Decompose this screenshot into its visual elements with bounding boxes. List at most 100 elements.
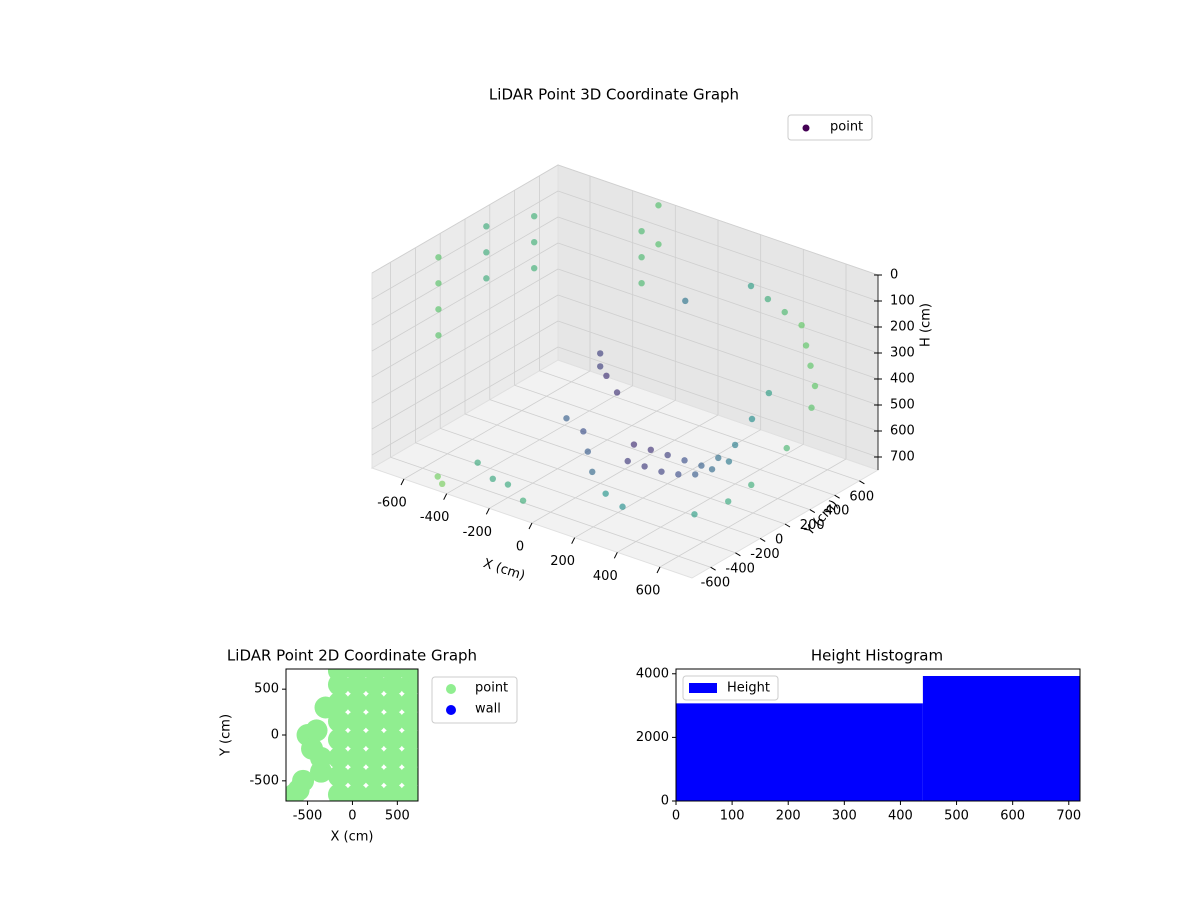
grid-line [371,268,559,378]
point [345,728,368,751]
legend-box [682,675,779,701]
point [399,746,418,769]
x-tick-label: -600 [377,496,407,511]
point [682,297,689,305]
point [602,490,609,497]
legend-label: wall [475,702,501,717]
y-tick-label: 200 [800,518,825,533]
legend-label: point [475,681,508,696]
point [381,765,404,788]
point [619,503,626,510]
point [381,746,404,769]
point [363,669,386,682]
point [624,457,631,465]
point [483,223,490,230]
x-tick [400,478,405,486]
z-tick-label: 200 [890,320,915,335]
x-tick-label: 500 [944,809,969,824]
x-tick-label: 100 [720,809,745,824]
x-tick [656,566,661,574]
point [781,308,788,316]
legend-marker [446,684,456,694]
z-tick-label: 300 [890,346,915,361]
x-tick [571,537,576,544]
grid-line [371,164,559,274]
point [327,728,350,751]
point [630,441,638,448]
x-tick-label: -200 [463,525,493,540]
grid-line [371,242,559,352]
point [399,765,418,788]
point [399,669,418,682]
point [327,765,350,788]
point [765,389,773,397]
point [638,228,645,235]
point [381,669,404,682]
point [748,481,755,489]
y-tick [710,566,716,571]
x-tick [443,493,448,500]
z-tick-label: 0 [890,268,898,283]
point [399,728,418,751]
point [327,710,350,733]
point [504,481,512,488]
chart-title: LiDAR Point 2D Coordinate Graph [227,647,477,665]
point [811,382,819,390]
point [483,249,490,256]
grid-line [557,190,879,302]
point [345,746,368,769]
grid-line [557,164,879,276]
point [327,783,350,801]
grid-line [415,442,736,554]
y-tick [735,552,741,557]
grid-line [371,320,559,430]
point [381,691,404,714]
point [483,275,490,282]
y-tick [809,509,816,514]
point [597,363,604,370]
point [435,254,442,261]
point [681,457,688,464]
point [798,322,805,329]
point [435,280,442,287]
point [363,710,386,733]
point [345,765,368,788]
grid-line [371,216,559,326]
point [589,468,596,476]
legend-label: Height [727,681,770,696]
legend-marker [446,705,456,715]
legend-box [787,114,873,141]
y-tick-label: -200 [750,547,780,562]
grid-line [371,190,559,300]
chart-title: Height Histogram [811,647,943,665]
point [725,458,733,465]
point [345,669,368,682]
chart-title: LiDAR Point 3D Coordinate Graph [489,86,739,104]
point [655,241,662,248]
point [439,480,446,487]
point [381,728,404,751]
legend-patch [689,683,717,693]
point [715,454,722,462]
y-tick-label: -500 [249,773,279,788]
grid-line [464,413,786,525]
x-tick-label: 200 [776,809,801,824]
grid-line [557,216,879,328]
y-tick-label: 0 [775,533,783,548]
bar [676,703,923,801]
x-tick-label: -400 [420,510,450,525]
point [580,428,587,435]
point [807,362,814,369]
x-axis-label: X (cm) [481,556,527,584]
z-tick-label: 100 [890,294,915,309]
grid-line [557,294,879,406]
y-tick-label: -400 [725,561,755,576]
point [531,239,538,246]
grid-line [371,294,559,404]
point [363,765,386,788]
point [435,306,442,313]
point [399,691,418,714]
y-axis-label: Y (cm) [219,714,234,757]
point [675,471,682,478]
point [314,696,337,719]
